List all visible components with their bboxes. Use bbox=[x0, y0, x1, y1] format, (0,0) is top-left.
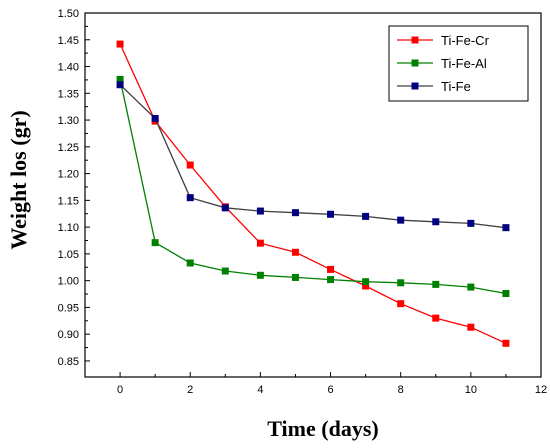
legend-item: Ti-Fe-Cr bbox=[397, 33, 490, 48]
x-tick-label: 12 bbox=[535, 384, 547, 396]
data-point bbox=[467, 283, 475, 291]
data-point bbox=[186, 161, 194, 169]
series-line bbox=[119, 84, 506, 229]
data-point bbox=[186, 194, 194, 202]
data-point bbox=[502, 289, 510, 297]
y-tick-label: 1.10 bbox=[58, 222, 79, 234]
data-point bbox=[256, 271, 264, 279]
data-point bbox=[291, 209, 299, 217]
data-point bbox=[256, 207, 264, 215]
data-point bbox=[362, 212, 370, 220]
plot-area bbox=[84, 12, 542, 378]
data-point bbox=[221, 267, 229, 275]
legend-label: Ti-Fe bbox=[441, 79, 471, 94]
y-axis-title: Weight los (gr) bbox=[6, 110, 31, 249]
data-point bbox=[467, 323, 475, 331]
legend-marker bbox=[411, 59, 419, 67]
series-line bbox=[119, 43, 507, 344]
data-point bbox=[397, 300, 405, 308]
x-axis-title: Time (days) bbox=[267, 416, 378, 441]
x-tick-label: 8 bbox=[398, 384, 404, 396]
y-tick-label: 1.15 bbox=[58, 195, 79, 207]
legend-item: Ti-Fe-Al bbox=[397, 56, 487, 71]
y-tick-label: 1.30 bbox=[58, 115, 79, 127]
x-tick-label: 0 bbox=[117, 384, 123, 396]
legend-marker bbox=[411, 36, 419, 44]
data-point bbox=[397, 279, 405, 287]
series-ti-fe-al bbox=[116, 75, 510, 297]
data-point bbox=[327, 265, 335, 273]
legend: Ti-Fe-Cr Ti-Fe-Al Ti-Fe bbox=[388, 25, 529, 102]
series-ti-fe bbox=[116, 81, 510, 232]
y-tick-label: 1.20 bbox=[58, 169, 79, 181]
y-tick-label: 1.40 bbox=[58, 62, 79, 74]
data-point bbox=[186, 259, 194, 267]
data-point bbox=[221, 204, 229, 212]
data-point bbox=[116, 40, 124, 48]
x-tick-label: 6 bbox=[327, 384, 333, 396]
data-point bbox=[327, 276, 335, 284]
data-point bbox=[397, 216, 405, 224]
data-point bbox=[432, 280, 440, 288]
x-tick-label: 10 bbox=[465, 384, 477, 396]
data-point bbox=[291, 273, 299, 281]
data-point bbox=[256, 239, 264, 247]
series-line bbox=[119, 79, 507, 295]
y-tick-label: 1.50 bbox=[58, 8, 79, 20]
data-point bbox=[151, 114, 159, 122]
data-point bbox=[362, 282, 370, 290]
data-point bbox=[432, 218, 440, 226]
data-point bbox=[502, 339, 510, 347]
y-tick-label: 1.35 bbox=[58, 88, 79, 100]
data-point bbox=[116, 75, 124, 83]
data-point bbox=[502, 224, 510, 232]
data-point bbox=[116, 81, 124, 89]
data-point bbox=[291, 248, 299, 256]
y-tick-label: 0.85 bbox=[58, 356, 79, 368]
x-tick-label: 4 bbox=[257, 384, 263, 396]
y-tick-label: 1.00 bbox=[58, 276, 79, 288]
data-point bbox=[327, 210, 335, 218]
data-point bbox=[362, 278, 370, 286]
data-point bbox=[151, 239, 159, 247]
legend-item: Ti-Fe bbox=[397, 79, 471, 94]
series-ti-fe-cr bbox=[116, 40, 510, 347]
y-axis: 0.85 0.90 0.95 1.00 1.05 1.10 1.15 1.20 1.25 1.30… bbox=[58, 8, 90, 368]
y-tick-label: 0.95 bbox=[58, 302, 79, 314]
y-tick-label: 0.90 bbox=[58, 329, 79, 341]
data-point bbox=[432, 314, 440, 322]
plot-frame bbox=[84, 12, 542, 378]
legend-marker bbox=[411, 82, 419, 90]
y-tick-label: 1.45 bbox=[58, 35, 79, 47]
legend-label: Ti-Fe-Cr bbox=[441, 33, 490, 48]
y-tick-label: 1.05 bbox=[58, 249, 79, 261]
data-point bbox=[467, 219, 475, 227]
x-tick-label: 2 bbox=[187, 384, 193, 396]
series-layer bbox=[116, 40, 510, 347]
x-axis: 0 2 4 6 8 10 12 bbox=[84, 372, 547, 396]
legend-label: Ti-Fe-Al bbox=[441, 56, 487, 71]
y-tick-label: 1.25 bbox=[58, 142, 79, 154]
